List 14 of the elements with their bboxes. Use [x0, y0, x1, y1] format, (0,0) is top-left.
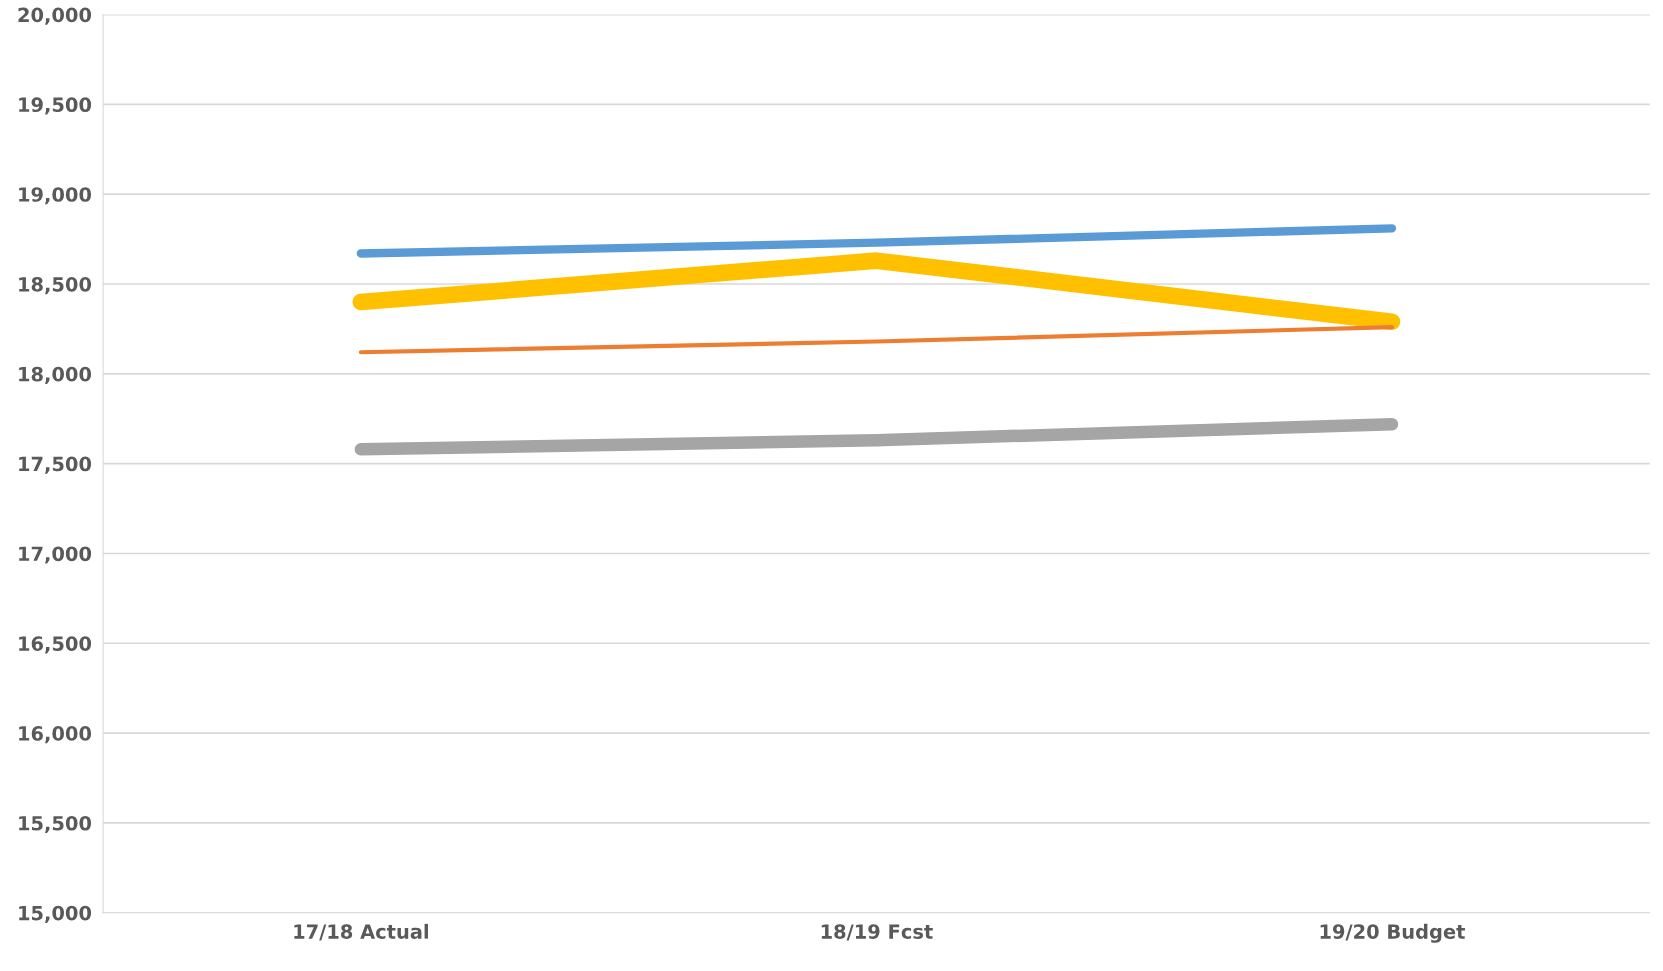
y-tick-label: 19,000 — [19, 187, 92, 205]
y-tick-label: 17,000 — [19, 546, 92, 564]
y-tick-label: 19,500 — [19, 97, 92, 115]
y-tick-label: 15,500 — [19, 815, 92, 834]
y-tick-label: 15,000 — [19, 905, 92, 923]
x-tick-label: 19/20 Budget — [1320, 923, 1465, 943]
y-tick-label: 17,500 — [19, 456, 92, 474]
x-tick-label: 17/18 Actual — [294, 923, 428, 941]
y-tick-label: 18,500 — [19, 276, 92, 295]
y-tick-label: 18,000 — [19, 366, 92, 384]
y-tick-label: 16,500 — [19, 636, 92, 654]
y-tick-label: 20,000 — [18, 7, 92, 25]
y-tick-label: 16,000 — [19, 726, 92, 744]
x-tick-label: 18/19 Fcst — [821, 924, 933, 941]
